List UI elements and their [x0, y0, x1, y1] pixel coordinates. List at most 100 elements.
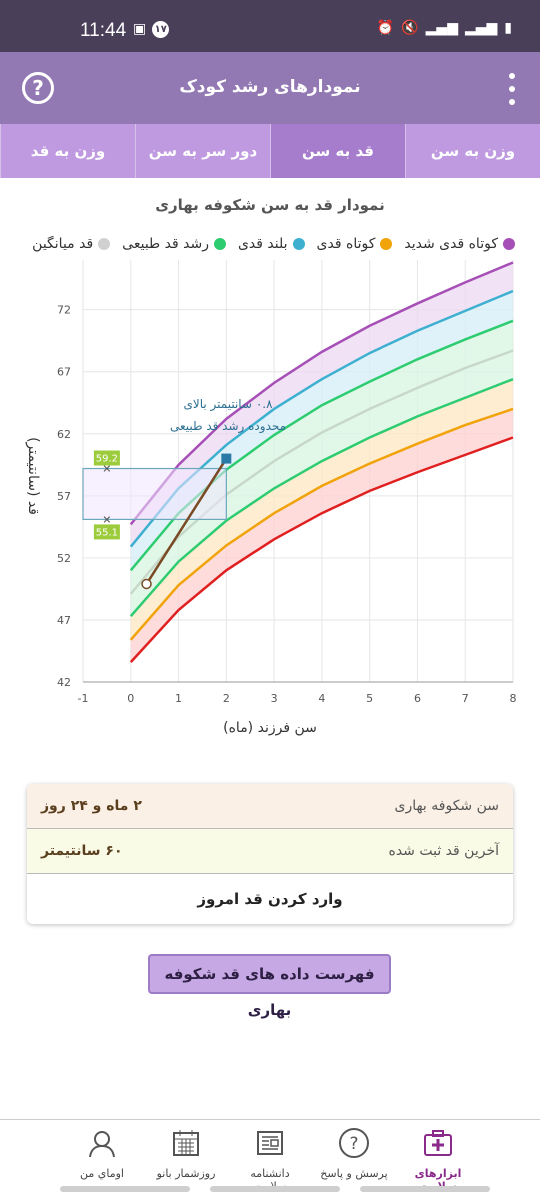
legend-item-short[interactable]: کوتاه قدی: [317, 236, 393, 252]
chart-band: [130, 262, 513, 547]
legend-label: کوتاه قدی شدید: [404, 236, 498, 252]
gesture-bar: [60, 1186, 190, 1192]
age-label: سن شکوفه بهاری: [394, 798, 499, 814]
notification-badge: ۱۷: [152, 21, 170, 38]
y-tick-label: 52: [57, 552, 71, 565]
legend-label: بلند قدی: [237, 236, 288, 252]
child-growth-line: [145, 457, 228, 585]
legend-item-normal[interactable]: رشد قد طبیعی: [122, 236, 226, 252]
chart-annotation: محدوده رشد قد طبیعی: [170, 419, 286, 434]
chart-band: [130, 320, 513, 594]
gesture-bar: [360, 1186, 490, 1192]
range-high-tag: [93, 450, 120, 466]
x-tick-label: 7: [462, 692, 469, 705]
status-time: 11:44: [80, 20, 127, 41]
calendar-icon: [173, 1130, 199, 1156]
profile-icon: [89, 1131, 115, 1158]
chart-tabs: وزن به سن قد به سن دور سر به سن وزن به ق…: [0, 124, 540, 178]
child-point-last: [221, 453, 232, 464]
series-line: [129, 436, 514, 663]
chart-annotation: ۰.۸ سانتیمتر بالای: [183, 397, 273, 412]
nav-label: پرسش و پاسخ: [320, 1167, 388, 1180]
child-point: [141, 578, 152, 590]
newspaper-icon: [257, 1131, 283, 1155]
x-tick-label: -1: [78, 692, 89, 705]
signal-icon: ▂▄▆: [425, 20, 458, 36]
x-axis-label: سن فرزند (ماه): [223, 720, 317, 736]
legend-dot: [213, 238, 226, 250]
legend-label: قد میانگین: [32, 236, 94, 252]
series-line: [129, 377, 514, 618]
nav-label: روزشمار بانو: [156, 1167, 216, 1180]
legend-item-tall[interactable]: بلند قدی: [238, 236, 305, 252]
legend-dot: [503, 238, 515, 250]
page-title: نمودارهای رشد کودک: [179, 77, 361, 97]
chart-band: [130, 379, 513, 640]
legend-dot: [98, 238, 111, 250]
height-value: ۶۰ سانتیمتر: [41, 843, 123, 859]
nav-qa[interactable]: ? پرسش و پاسخ: [319, 1126, 389, 1181]
gesture-bar: [210, 1186, 340, 1192]
x-tick-label: 4: [318, 692, 325, 705]
mute-icon: 🔇: [401, 20, 419, 36]
height-list-button[interactable]: فهرست داده های قد شکوفه بهاری: [148, 954, 391, 1019]
nav-profile[interactable]: اوماي من: [67, 1126, 137, 1181]
chart-band: [130, 350, 513, 617]
tab-weight-height[interactable]: وزن به قد: [0, 124, 135, 178]
question-icon: ?: [339, 1128, 369, 1158]
signal-icon-2: ▂▄▆: [464, 20, 498, 36]
tab-height-age[interactable]: قد به سن: [270, 124, 405, 178]
height-row: آخرین قد ثبت شده ۶۰ سانتیمتر: [27, 829, 513, 874]
x-tick-label: 0: [127, 692, 134, 705]
x-tick-label: 5: [366, 692, 373, 705]
y-tick-label: 62: [57, 428, 71, 441]
battery-icon: ▮: [504, 20, 512, 36]
help-icon[interactable]: ?: [22, 72, 54, 104]
nav-encyclopedia[interactable]: دانشنامه سلامت: [235, 1126, 305, 1193]
legend-label: رشد قد طبیعی: [122, 236, 209, 252]
range-low-label: 55.1: [96, 527, 118, 538]
nav-label: اوماي من: [80, 1167, 124, 1180]
series-line: [129, 349, 514, 595]
x-tick-label: 3: [271, 692, 278, 705]
y-tick-label: 57: [57, 490, 71, 503]
y-tick-label: 67: [57, 366, 71, 379]
legend-dot: [292, 238, 305, 250]
info-card: سن شکوفه بهاری ۲ ماه و ۲۴ روز آخرین قد ث…: [27, 784, 513, 924]
age-row: سن شکوفه بهاری ۲ ماه و ۲۴ روز: [27, 784, 513, 829]
tab-weight-age[interactable]: وزن به سن: [405, 124, 540, 178]
x-tick-label: 6: [414, 692, 421, 705]
series-line: [129, 407, 514, 641]
status-bar: 11:44 ▣ ۱۷ ⏰ 🔇 ▂▄▆ ▂▄▆ ▮: [0, 0, 540, 52]
chart-title: نمودار قد به سن شکوفه بهاری: [155, 196, 385, 214]
alarm-icon: ⏰: [376, 20, 395, 36]
range-high-label: 59.2: [96, 454, 118, 465]
overflow-menu-icon[interactable]: [508, 73, 516, 105]
tab-head-age[interactable]: دور سر به سن: [135, 124, 270, 178]
legend-dot: [380, 238, 393, 250]
legend-label: کوتاه قدی: [316, 236, 376, 252]
x-tick-label: 1: [175, 692, 182, 705]
bottom-nav: ابزارهای سلامت ? پرسش و پاسخ دانشنامه سل…: [0, 1119, 540, 1193]
range-marker: ✕: [102, 513, 111, 526]
age-value: ۲ ماه و ۲۴ روز: [41, 798, 142, 814]
series-line: [129, 261, 514, 526]
x-tick-label: 8: [510, 692, 517, 705]
range-marker: ✕: [102, 463, 111, 476]
image-icon: ▣: [133, 21, 147, 37]
nav-health-tools[interactable]: ابزارهای سلامت: [403, 1126, 473, 1193]
y-tick-label: 47: [57, 614, 71, 627]
legend-item-average[interactable]: قد میانگین: [32, 236, 111, 252]
medical-kit-icon: [424, 1130, 452, 1156]
chart-legend: کوتاه قدی شدید کوتاه قدی بلند قدی رشد قد…: [0, 236, 540, 258]
y-tick-label: 42: [57, 676, 71, 689]
app-bar: ? نمودارهای رشد کودک: [0, 52, 540, 124]
y-tick-label: 72: [57, 304, 71, 317]
height-label: آخرین قد ثبت شده: [388, 843, 500, 859]
chart-band: [130, 291, 513, 571]
svg-text:?: ?: [349, 1134, 358, 1154]
nav-calendar[interactable]: روزشمار بانو: [151, 1126, 221, 1181]
legend-item-severe-short[interactable]: کوتاه قدی شدید: [404, 236, 515, 252]
enter-height-button[interactable]: وارد کردن قد امروز: [197, 890, 343, 908]
